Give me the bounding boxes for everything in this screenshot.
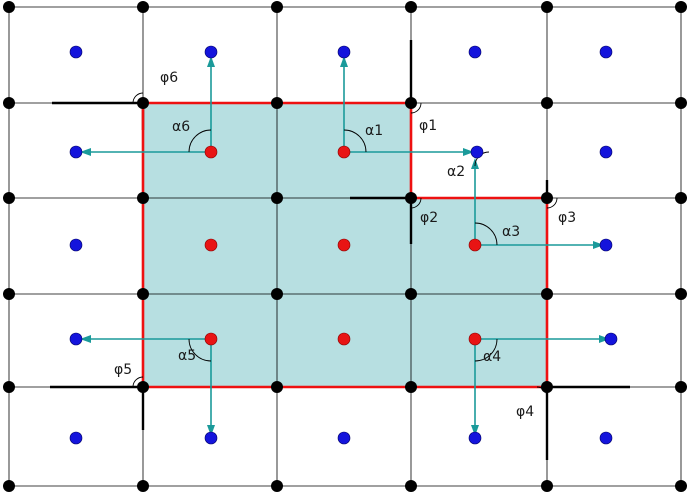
grid-node [3, 480, 15, 492]
alpha5-arc [188, 338, 212, 362]
arrow-5-down-head [207, 425, 215, 436]
grid-node [271, 288, 283, 300]
phi1-arc [410, 102, 422, 114]
grid-node [541, 288, 553, 300]
outside-cell-point [604, 332, 618, 346]
alpha6-arc [188, 129, 212, 153]
grid-node [271, 1, 283, 13]
grid-node [137, 381, 149, 393]
grid-node [541, 192, 553, 204]
grid-node [675, 480, 687, 492]
arrow-6-up-head [207, 56, 215, 67]
grid-node [271, 97, 283, 109]
alpha1-label: α1 [365, 123, 383, 139]
arrow-6-left-head [80, 148, 91, 156]
grid-node [137, 288, 149, 300]
outside-cell-point [599, 45, 613, 59]
inside-cell-point [204, 238, 218, 252]
outside-cell-point [599, 238, 613, 252]
grid-node [405, 192, 417, 204]
grid-node [3, 381, 15, 393]
outside-cell-point [69, 145, 83, 159]
grid-node [3, 288, 15, 300]
outside-cell-point [69, 238, 83, 252]
grid-node [675, 192, 687, 204]
arrow-4-down-head [471, 425, 479, 436]
normal-arrows [80, 56, 610, 436]
alpha1-arc [343, 129, 367, 153]
cell-points [69, 45, 618, 445]
outside-cell-point [599, 145, 613, 159]
outside-cell-point [69, 332, 83, 346]
phi2-arc [410, 197, 422, 209]
inside-cell-point [337, 238, 351, 252]
outside-cell-point [337, 45, 351, 59]
inside-cell-point [204, 332, 218, 346]
phi2-label: φ2 [420, 210, 438, 226]
grid-node [405, 1, 417, 13]
outside-cell-point [69, 45, 83, 59]
outside-cell-point [599, 431, 613, 445]
alpha3-label: α3 [502, 224, 520, 240]
outside-cell-point [204, 431, 218, 445]
phi5-label: φ5 [114, 362, 132, 378]
grid-node [137, 480, 149, 492]
inside-cell-point [468, 332, 482, 346]
grid-node [271, 192, 283, 204]
grid-node [675, 97, 687, 109]
grid-node [405, 288, 417, 300]
phi4-label: φ4 [516, 404, 534, 420]
grid-node [3, 1, 15, 13]
grid-node [137, 192, 149, 204]
grid-nodes [3, 1, 687, 492]
outside-cell-point [468, 45, 482, 59]
phi1-label: φ1 [419, 118, 437, 134]
outside-cell-point [204, 45, 218, 59]
grid-node [541, 480, 553, 492]
alpha2-label: α2 [447, 164, 465, 180]
grid-node [271, 480, 283, 492]
outside-cell-point [468, 431, 482, 445]
alpha6-label: α6 [172, 119, 190, 135]
grid-node [271, 381, 283, 393]
grid-node [541, 97, 553, 109]
arrow-3-right-head [593, 241, 604, 249]
grid-node [675, 288, 687, 300]
phi6-label: φ6 [160, 70, 178, 86]
inside-cell-point [468, 238, 482, 252]
boundary-extensions [50, 40, 630, 460]
alpha4-label: α4 [483, 349, 501, 365]
grid-node [3, 97, 15, 109]
phi5-arc [132, 376, 144, 388]
outside-cell-point [470, 145, 484, 159]
inside-cell-point [337, 145, 351, 159]
alpha3-arc [474, 222, 498, 246]
phi6-arc [132, 92, 144, 104]
outside-cell-point [337, 431, 351, 445]
grid-node [137, 97, 149, 109]
arrow-1-right-head [463, 148, 474, 156]
arrow-5-left-head [80, 335, 91, 343]
grid-node [541, 381, 553, 393]
grid-node [405, 480, 417, 492]
phi3-label: φ3 [558, 210, 576, 226]
grid-node [405, 97, 417, 109]
arrow-1-up-head [340, 56, 348, 67]
alpha4-arc [474, 338, 498, 362]
alpha5-label: α5 [178, 348, 196, 364]
grid-node [675, 1, 687, 13]
grid-node [541, 1, 553, 13]
inside-cell-point [204, 145, 218, 159]
inside-cell-point [337, 332, 351, 346]
grid-node [675, 381, 687, 393]
grid-node [3, 192, 15, 204]
outside-cell-point [69, 431, 83, 445]
angle-labels: φ6 φ1 φ2 φ3 φ4 φ5 α6 α1 α2 α3 α4 α5 [114, 70, 576, 420]
grid-node [405, 381, 417, 393]
phi3-arc [546, 197, 558, 209]
grid-node [137, 1, 149, 13]
arrow-4-right-head [599, 335, 610, 343]
